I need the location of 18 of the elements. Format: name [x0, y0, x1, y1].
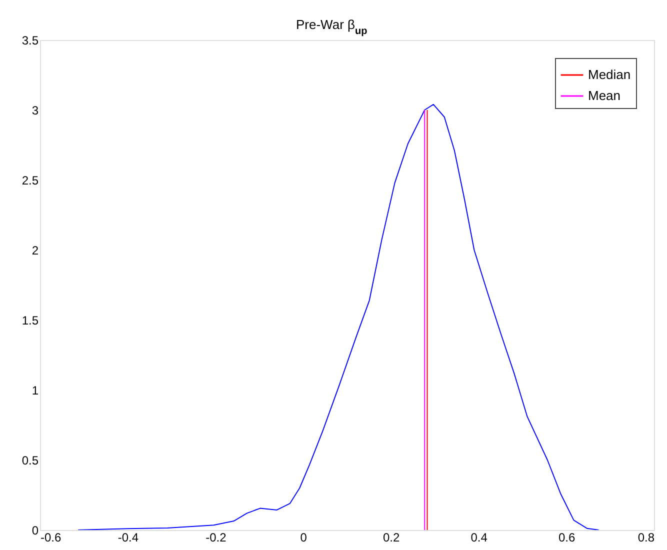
x-tick-label: -0.2 [206, 530, 227, 544]
line-series [78, 104, 600, 530]
y-tick-label: 2 [32, 244, 39, 258]
x-tick-label: 0.8 [638, 530, 655, 544]
y-tick-label: 2.5 [22, 174, 39, 188]
y-tick-label: 3.5 [22, 34, 39, 48]
x-tick-label: 0.4 [470, 530, 488, 544]
x-tick-label: 0 [300, 530, 308, 544]
x-tick-label: 0.2 [383, 530, 400, 544]
x-tick-label: -0.4 [118, 530, 139, 544]
legend-label: Mean [588, 88, 621, 103]
y-tick-label: 3 [32, 104, 39, 118]
x-tick-label: -0.6 [40, 530, 62, 544]
legend-label: Median [588, 67, 631, 82]
y-tick-label: 0.5 [22, 454, 39, 468]
y-tick-label: 1 [32, 384, 39, 398]
x-tick-label: 0.6 [558, 530, 576, 544]
y-tick-label: 1.5 [22, 314, 39, 328]
